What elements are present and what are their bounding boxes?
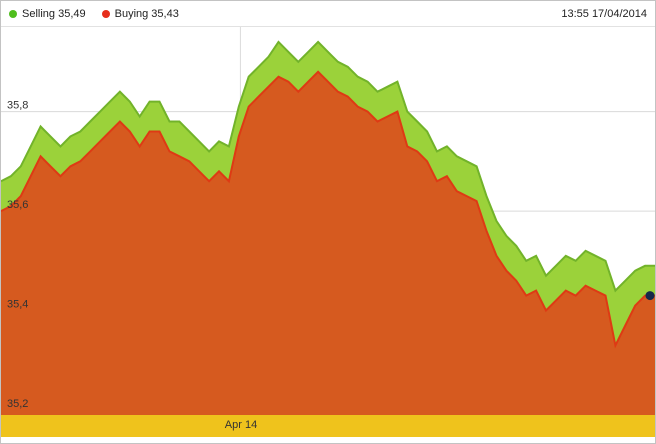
x-axis-date-label: Apr 14 [224, 419, 258, 431]
x-axis-band: Apr 14 [1, 415, 655, 437]
chart-timestamp: 13:55 17/04/2014 [561, 7, 647, 20]
y-tick-label: 35,4 [7, 299, 28, 311]
y-tick-label: 35,6 [7, 199, 28, 211]
y-tick-label: 35,2 [7, 398, 28, 410]
legend-selling-label: Selling 35,49 [22, 7, 86, 20]
y-tick-label: 35,8 [7, 100, 28, 112]
price-chart[interactable]: 35,8 35,6 35,4 35,2 [1, 27, 655, 415]
selling-dot-icon [9, 9, 17, 18]
selling-line [1, 40, 655, 293]
buying-dot-icon [101, 9, 110, 18]
buying-area [1, 71, 655, 415]
current-price-marker[interactable] [645, 291, 655, 301]
chart-legend: Selling 35,49 Buying 35,43 13:55 17/04/2… [1, 1, 655, 27]
legend-item-buying[interactable]: Buying 35,43 [101, 7, 179, 20]
legend-buying-label: Buying 35,43 [114, 7, 179, 20]
legend-item-selling[interactable]: Selling 35,49 [9, 8, 86, 20]
buying-line [1, 70, 655, 349]
